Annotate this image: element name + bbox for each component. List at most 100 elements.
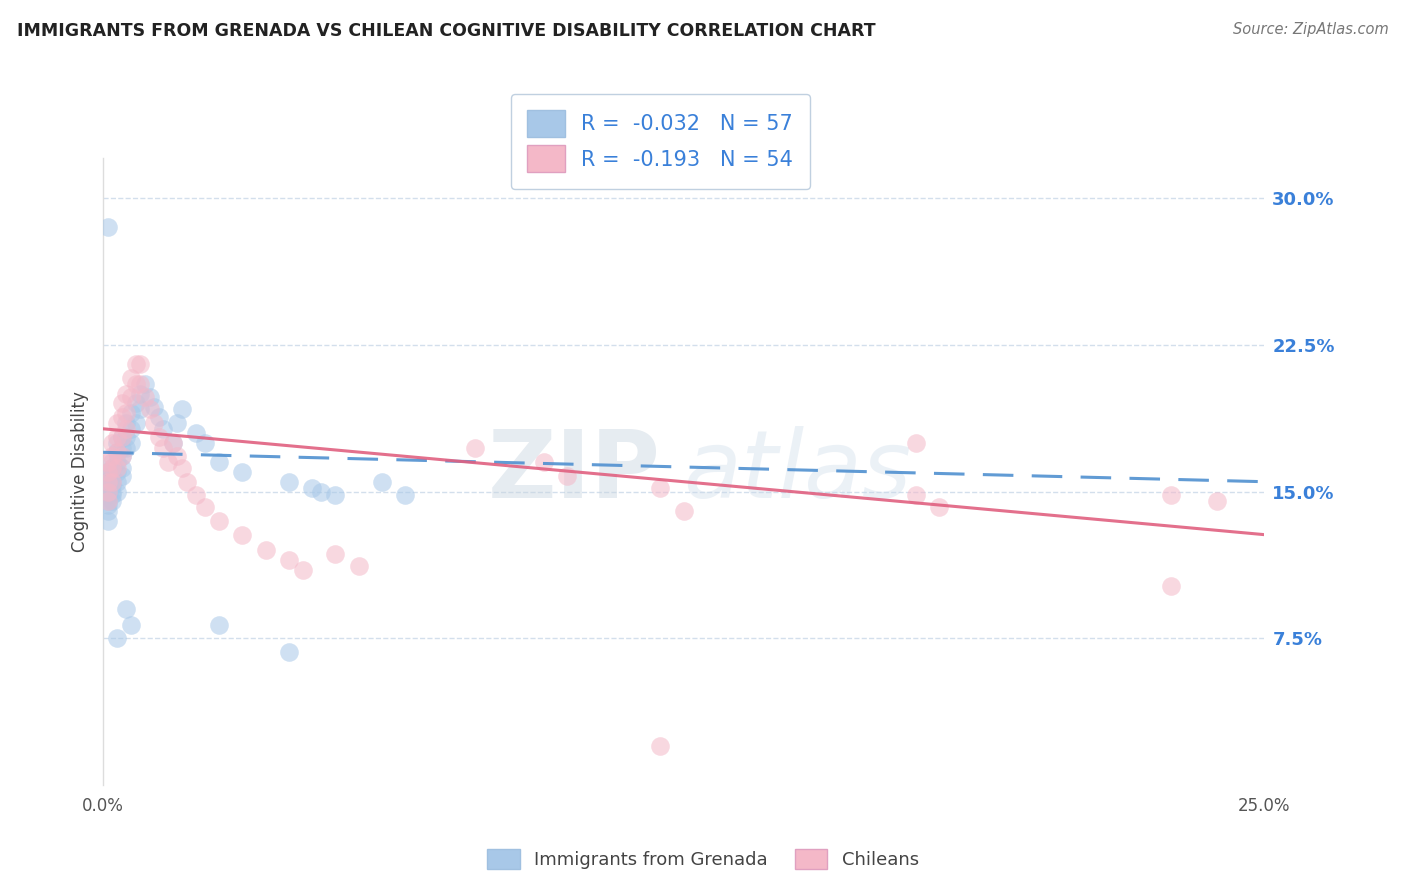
Point [120, 391, 142, 405]
Point [115, 602, 138, 616]
Point [277, 645, 299, 659]
Point [148, 429, 170, 443]
Point [166, 416, 188, 430]
Point [111, 461, 134, 475]
Point [101, 468, 124, 483]
Point [208, 617, 231, 632]
Point [134, 391, 156, 405]
Point [347, 558, 370, 573]
Point [143, 416, 166, 430]
Point [120, 406, 142, 420]
Point [124, 357, 146, 371]
Legend: Immigrants from Grenada, Chileans: Immigrants from Grenada, Chileans [478, 839, 928, 879]
Point [1160, 578, 1182, 592]
Point [1206, 494, 1229, 508]
Point [120, 435, 142, 450]
Legend: R =  -0.032   N = 57, R =  -0.193   N = 54: R = -0.032 N = 57, R = -0.193 N = 54 [510, 94, 810, 189]
Point [111, 468, 134, 483]
Point [394, 488, 416, 502]
Point [162, 435, 184, 450]
Point [97, 468, 120, 483]
Point [101, 478, 124, 492]
Point [105, 445, 128, 459]
Point [162, 435, 184, 450]
Point [105, 445, 128, 459]
Point [97, 514, 120, 528]
Point [311, 484, 333, 499]
Point [533, 455, 555, 469]
Point [97, 488, 120, 502]
Point [111, 410, 134, 425]
Point [184, 425, 207, 440]
Point [111, 429, 134, 443]
Point [138, 391, 160, 405]
Point [650, 481, 672, 495]
Point [115, 416, 138, 430]
Point [277, 553, 299, 567]
Point [301, 481, 323, 495]
Point [138, 402, 160, 417]
Point [105, 416, 128, 430]
Point [194, 435, 217, 450]
Point [97, 484, 120, 499]
Point [97, 475, 120, 489]
Point [650, 739, 672, 754]
Point [143, 401, 166, 415]
Point [124, 416, 146, 430]
Point [101, 435, 124, 450]
Point [101, 475, 124, 489]
Point [97, 465, 120, 479]
Point [148, 410, 170, 425]
Point [101, 461, 124, 475]
Point [105, 465, 128, 479]
Point [115, 406, 138, 420]
Point [208, 514, 231, 528]
Point [115, 442, 138, 456]
Point [105, 455, 128, 469]
Point [231, 527, 253, 541]
Point [254, 543, 277, 558]
Text: Source: ZipAtlas.com: Source: ZipAtlas.com [1233, 22, 1389, 37]
Point [129, 376, 152, 391]
Point [115, 422, 138, 436]
Point [464, 442, 486, 456]
Y-axis label: Cognitive Disability: Cognitive Disability [72, 392, 89, 552]
Point [152, 422, 174, 436]
Point [111, 449, 134, 463]
Point [97, 478, 120, 492]
Point [672, 504, 695, 518]
Point [120, 371, 142, 385]
Point [101, 484, 124, 499]
Point [157, 455, 180, 469]
Point [97, 475, 120, 489]
Point [111, 429, 134, 443]
Point [101, 494, 124, 508]
Point [101, 475, 124, 489]
Point [323, 488, 346, 502]
Point [277, 475, 299, 489]
Text: atlas: atlas [683, 426, 911, 517]
Point [105, 475, 128, 489]
Point [928, 500, 950, 515]
Point [129, 386, 152, 401]
Point [184, 488, 207, 502]
Point [97, 494, 120, 508]
Point [105, 429, 128, 443]
Point [105, 632, 128, 646]
Point [101, 455, 124, 469]
Point [120, 617, 142, 632]
Point [97, 219, 120, 234]
Point [170, 402, 193, 417]
Point [166, 449, 188, 463]
Text: IMMIGRANTS FROM GRENADA VS CHILEAN COGNITIVE DISABILITY CORRELATION CHART: IMMIGRANTS FROM GRENADA VS CHILEAN COGNI… [17, 22, 876, 40]
Point [101, 449, 124, 463]
Text: ZIP: ZIP [488, 425, 661, 518]
Point [120, 422, 142, 436]
Point [170, 461, 193, 475]
Point [152, 442, 174, 456]
Point [101, 461, 124, 475]
Point [291, 563, 314, 577]
Point [904, 488, 927, 502]
Point [97, 498, 120, 512]
Point [134, 376, 156, 391]
